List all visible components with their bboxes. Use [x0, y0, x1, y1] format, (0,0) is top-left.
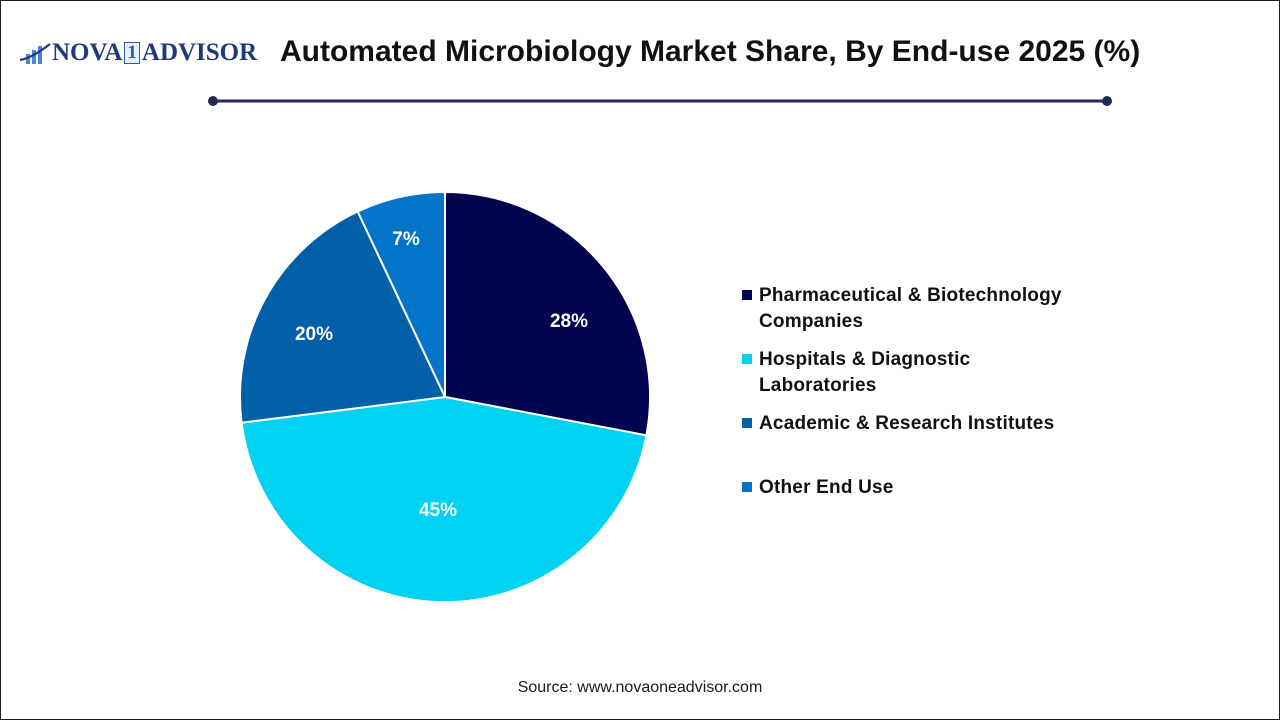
legend-swatch-academic	[742, 418, 752, 428]
legend-swatch-hospitals	[742, 354, 752, 364]
legend-item-academic[interactable]: Academic & Research Institutes	[742, 411, 1102, 437]
pie-slice-other[interactable]	[356, 190, 446, 398]
legend-swatch-other	[742, 482, 752, 492]
legend-label-line1: Hospitals & Diagnostic	[759, 349, 971, 370]
legend-label-line1: Pharmaceutical & Biotechnology	[759, 285, 1062, 306]
logo-text-nova: NOVA	[52, 39, 123, 66]
bar-chart-swoosh-icon	[19, 43, 51, 64]
pie-slice-academic[interactable]	[238, 210, 447, 424]
title-divider	[208, 96, 1112, 106]
legend-item-pharma[interactable]: Pharmaceutical & Biotechnology Companies	[742, 283, 1102, 335]
legend-item-other[interactable]: Other End Use	[742, 475, 1102, 501]
legend-item-hospitals[interactable]: Hospitals & Diagnostic Laboratories	[742, 347, 1102, 399]
legend-label-line1: Academic & Research Institutes	[759, 413, 1055, 434]
chart-title: Automated Microbiology Market Share, By …	[280, 35, 1141, 68]
source-note: Source: www.novaoneadvisor.com	[517, 679, 763, 696]
legend-label-line1: Other End Use	[759, 477, 894, 498]
pie-label-academic: 20%	[294, 324, 334, 345]
logo-text-advisor: ADVISOR	[141, 39, 258, 66]
logo-text-one: 1	[124, 42, 140, 64]
legend-swatch-pharma	[742, 290, 752, 300]
legend-label-line2: Companies	[759, 311, 864, 332]
pie-label-pharma: 28%	[549, 311, 589, 332]
pie-label-hospitals: 45%	[418, 500, 458, 521]
pie-label-other: 7%	[392, 229, 420, 250]
legend-label-line2: Laboratories	[759, 375, 877, 396]
pie-slice-hospitals[interactable]	[240, 395, 648, 604]
logo: NOVA 1 ADVISOR	[18, 38, 257, 68]
pie-slice-pharma[interactable]	[444, 190, 651, 437]
